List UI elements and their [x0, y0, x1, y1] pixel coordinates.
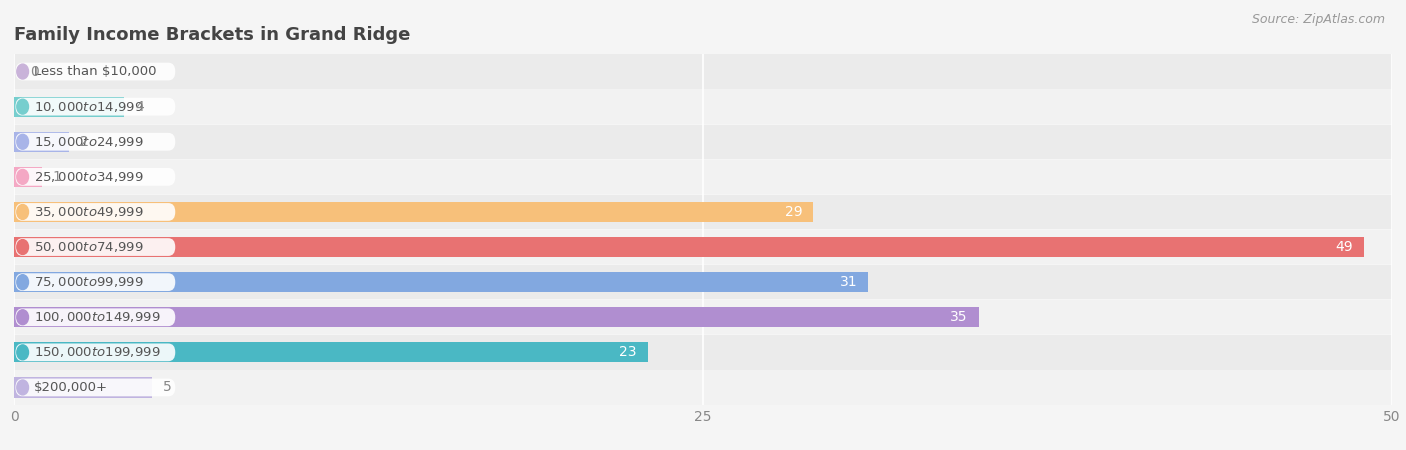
Bar: [14, 272, 869, 292]
Text: $50,000 to $74,999: $50,000 to $74,999: [34, 240, 143, 254]
Bar: [14, 167, 42, 187]
Text: 2: 2: [80, 135, 89, 149]
FancyBboxPatch shape: [0, 160, 1406, 194]
Text: $15,000 to $24,999: $15,000 to $24,999: [34, 135, 143, 149]
FancyBboxPatch shape: [15, 203, 176, 221]
Text: 0: 0: [31, 64, 39, 79]
FancyBboxPatch shape: [15, 378, 176, 396]
FancyBboxPatch shape: [15, 98, 176, 116]
Text: $200,000+: $200,000+: [34, 381, 108, 394]
Text: 35: 35: [950, 310, 967, 324]
Text: Source: ZipAtlas.com: Source: ZipAtlas.com: [1251, 14, 1385, 27]
FancyBboxPatch shape: [0, 54, 1406, 89]
Bar: [14, 378, 152, 397]
FancyBboxPatch shape: [0, 370, 1406, 405]
Text: 4: 4: [135, 99, 143, 114]
FancyBboxPatch shape: [15, 238, 176, 256]
Text: $25,000 to $34,999: $25,000 to $34,999: [34, 170, 143, 184]
Text: $10,000 to $14,999: $10,000 to $14,999: [34, 99, 143, 114]
FancyBboxPatch shape: [15, 63, 176, 81]
FancyBboxPatch shape: [0, 265, 1406, 299]
FancyBboxPatch shape: [0, 300, 1406, 334]
Circle shape: [17, 99, 28, 114]
Circle shape: [17, 380, 28, 395]
Text: 49: 49: [1336, 240, 1354, 254]
Circle shape: [17, 134, 28, 149]
FancyBboxPatch shape: [0, 230, 1406, 264]
FancyBboxPatch shape: [0, 335, 1406, 369]
Bar: [14, 237, 1364, 257]
FancyBboxPatch shape: [0, 195, 1406, 229]
Circle shape: [17, 310, 28, 325]
FancyBboxPatch shape: [0, 125, 1406, 159]
FancyBboxPatch shape: [15, 133, 176, 151]
FancyBboxPatch shape: [15, 308, 176, 326]
Circle shape: [17, 239, 28, 255]
Text: Less than $10,000: Less than $10,000: [34, 65, 156, 78]
Text: 5: 5: [163, 380, 172, 395]
Text: Family Income Brackets in Grand Ridge: Family Income Brackets in Grand Ridge: [14, 26, 411, 44]
Text: $150,000 to $199,999: $150,000 to $199,999: [34, 345, 160, 360]
Circle shape: [17, 64, 28, 79]
Text: 31: 31: [839, 275, 858, 289]
Circle shape: [17, 169, 28, 184]
Bar: [14, 307, 979, 327]
Text: 23: 23: [620, 345, 637, 360]
FancyBboxPatch shape: [15, 168, 176, 186]
FancyBboxPatch shape: [15, 273, 176, 291]
Circle shape: [17, 204, 28, 220]
Text: $75,000 to $99,999: $75,000 to $99,999: [34, 275, 143, 289]
FancyBboxPatch shape: [0, 90, 1406, 124]
Bar: [14, 202, 813, 222]
Text: 29: 29: [785, 205, 803, 219]
Bar: [14, 342, 648, 362]
Circle shape: [17, 345, 28, 360]
Circle shape: [17, 274, 28, 290]
Bar: [14, 97, 124, 117]
Bar: [14, 132, 69, 152]
FancyBboxPatch shape: [15, 343, 176, 361]
Text: 1: 1: [52, 170, 62, 184]
Text: $100,000 to $149,999: $100,000 to $149,999: [34, 310, 160, 324]
Text: $35,000 to $49,999: $35,000 to $49,999: [34, 205, 143, 219]
